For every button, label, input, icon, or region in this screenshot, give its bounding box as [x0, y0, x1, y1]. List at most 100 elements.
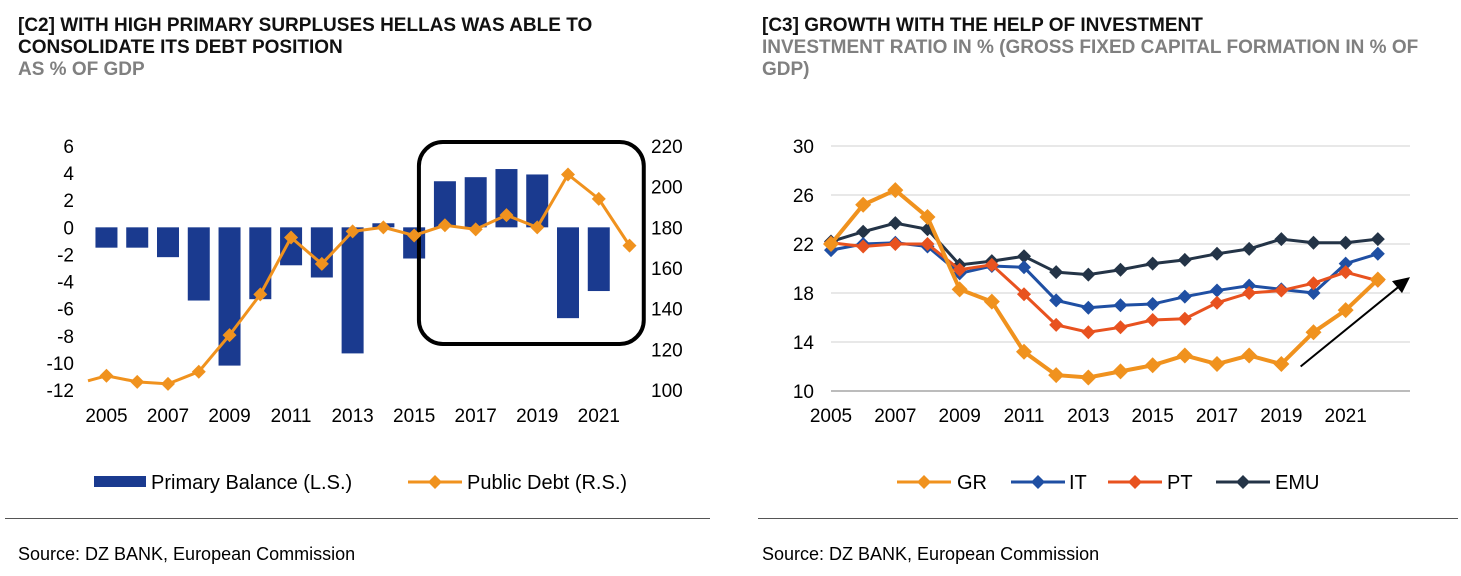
marker-emu [1081, 267, 1096, 282]
marker-emu [1306, 235, 1321, 250]
marker-gr [1080, 369, 1097, 386]
bar-primary-balance [187, 227, 210, 301]
marker-gr [1369, 271, 1386, 288]
legend-marker-it [1031, 475, 1045, 489]
marker-emu [1145, 256, 1160, 271]
marker-pt [856, 239, 871, 254]
y-tick-label: 14 [793, 333, 815, 354]
y-right-tick-label: 160 [651, 259, 683, 280]
chart-title-left: [C2] WITH HIGH PRIMARY SURPLUSES HELLAS … [18, 15, 678, 81]
legend-marker-public-debt [428, 475, 442, 489]
legend-swatch-primary-balance [94, 476, 146, 487]
marker-gr [1305, 324, 1322, 341]
bar-primary-balance [557, 227, 579, 319]
source-right: Source: DZ BANK, European Commission [762, 544, 1100, 564]
chart-panel-primary-balance-debt: [C2] WITH HIGH PRIMARY SURPLUSES HELLAS … [0, 0, 720, 576]
marker-it [1210, 283, 1224, 298]
x-tick-label: 2017 [1196, 406, 1238, 427]
legend-marker-gr [917, 475, 931, 489]
x-tick-label: 2011 [1004, 406, 1045, 427]
source-left: Source: DZ BANK, European Commission [18, 544, 356, 564]
y-left-tick-label: -8 [57, 327, 74, 348]
marker-emu [1338, 235, 1353, 250]
marker-pt [1049, 317, 1064, 332]
marker-public-debt [253, 287, 268, 302]
marker-pt [1145, 312, 1160, 327]
marker-pt [920, 237, 935, 251]
marker-pt [1177, 311, 1192, 326]
legend-label-pt: PT [1167, 472, 1193, 494]
bar-primary-balance [95, 227, 118, 248]
x-tick-label: 2019 [1260, 406, 1302, 427]
bar-primary-balance [433, 181, 456, 228]
bar-primary-balance [526, 174, 549, 228]
marker-emu [1370, 232, 1385, 247]
legend-label-primary-balance: Primary Balance (L.S.) [151, 472, 352, 494]
y-left-tick-label: -10 [47, 354, 74, 375]
x-tick-label: 2019 [516, 406, 558, 427]
y-right-tick-label: 200 [651, 178, 683, 199]
y-tick-label: 26 [793, 186, 814, 207]
marker-emu [1177, 252, 1192, 267]
y-right-tick-label: 140 [651, 300, 683, 321]
marker-pt [1274, 283, 1289, 298]
divider-right [758, 518, 1458, 519]
marker-pt [1210, 295, 1224, 310]
y-left-tick-label: -12 [47, 381, 74, 402]
marker-gr [855, 196, 872, 213]
x-tick-label: 2005 [85, 406, 127, 427]
marker-emu [1017, 249, 1031, 264]
marker-gr [1273, 356, 1290, 373]
line-pt [830, 241, 1379, 334]
marker-gr [1176, 347, 1193, 364]
bar-primary-balance [495, 169, 518, 228]
chart-title-right-text: [C3] GROWTH WITH THE HELP OF INVESTMENT [762, 15, 1203, 36]
marker-it [1017, 260, 1031, 275]
x-tick-label: 2011 [271, 406, 312, 427]
marker-gr [1016, 343, 1032, 360]
marker-gr [887, 182, 904, 199]
marker-emu [1210, 246, 1224, 261]
marker-public-debt [191, 364, 206, 379]
y-left-tick-label: 4 [63, 164, 74, 185]
marker-it [1145, 297, 1160, 312]
legend-marker-pt [1128, 475, 1142, 489]
marker-public-debt [622, 238, 637, 253]
marker-public-debt [407, 228, 422, 243]
x-tick-label: 2013 [1067, 406, 1109, 427]
marker-public-debt [345, 224, 360, 239]
bar-primary-balance [587, 227, 610, 292]
marker-gr [1337, 302, 1354, 319]
marker-it [1113, 298, 1128, 313]
marker-public-debt [314, 256, 329, 271]
chart-panel-investment-ratio: [C3] GROWTH WITH THE HELP OF INVESTMENT … [740, 0, 1461, 576]
marker-it [1049, 293, 1064, 308]
bar-primary-balance [126, 227, 149, 248]
legend-label-public-debt: Public Debt (R.S.) [467, 472, 627, 494]
legend-marker-emu [1236, 475, 1250, 489]
marker-emu [1113, 262, 1128, 277]
marker-gr [1144, 357, 1161, 374]
x-tick-label: 2005 [810, 406, 852, 427]
x-tick-label: 2009 [208, 406, 250, 427]
marker-emu [1049, 265, 1064, 280]
legend-label-gr: GR [957, 472, 987, 494]
marker-pt [1017, 287, 1031, 302]
y-right-tick-label: 220 [651, 137, 683, 158]
divider-left [5, 518, 710, 519]
y-left-tick-label: -6 [57, 300, 74, 321]
bar-primary-balance [341, 227, 364, 354]
y-tick-label: 10 [793, 382, 814, 403]
marker-gr [919, 209, 936, 226]
x-tick-label: 2021 [578, 406, 620, 427]
y-right-tick-label: 120 [651, 340, 683, 361]
marker-public-debt [437, 218, 452, 233]
marker-public-debt [376, 220, 391, 235]
marker-pt [952, 262, 967, 277]
marker-public-debt [561, 167, 575, 182]
y-right-tick-label: 180 [651, 218, 683, 239]
marker-pt [1081, 325, 1096, 340]
marker-public-debt [99, 368, 114, 383]
marker-gr [1048, 367, 1065, 384]
legend-label-it: IT [1069, 472, 1087, 494]
